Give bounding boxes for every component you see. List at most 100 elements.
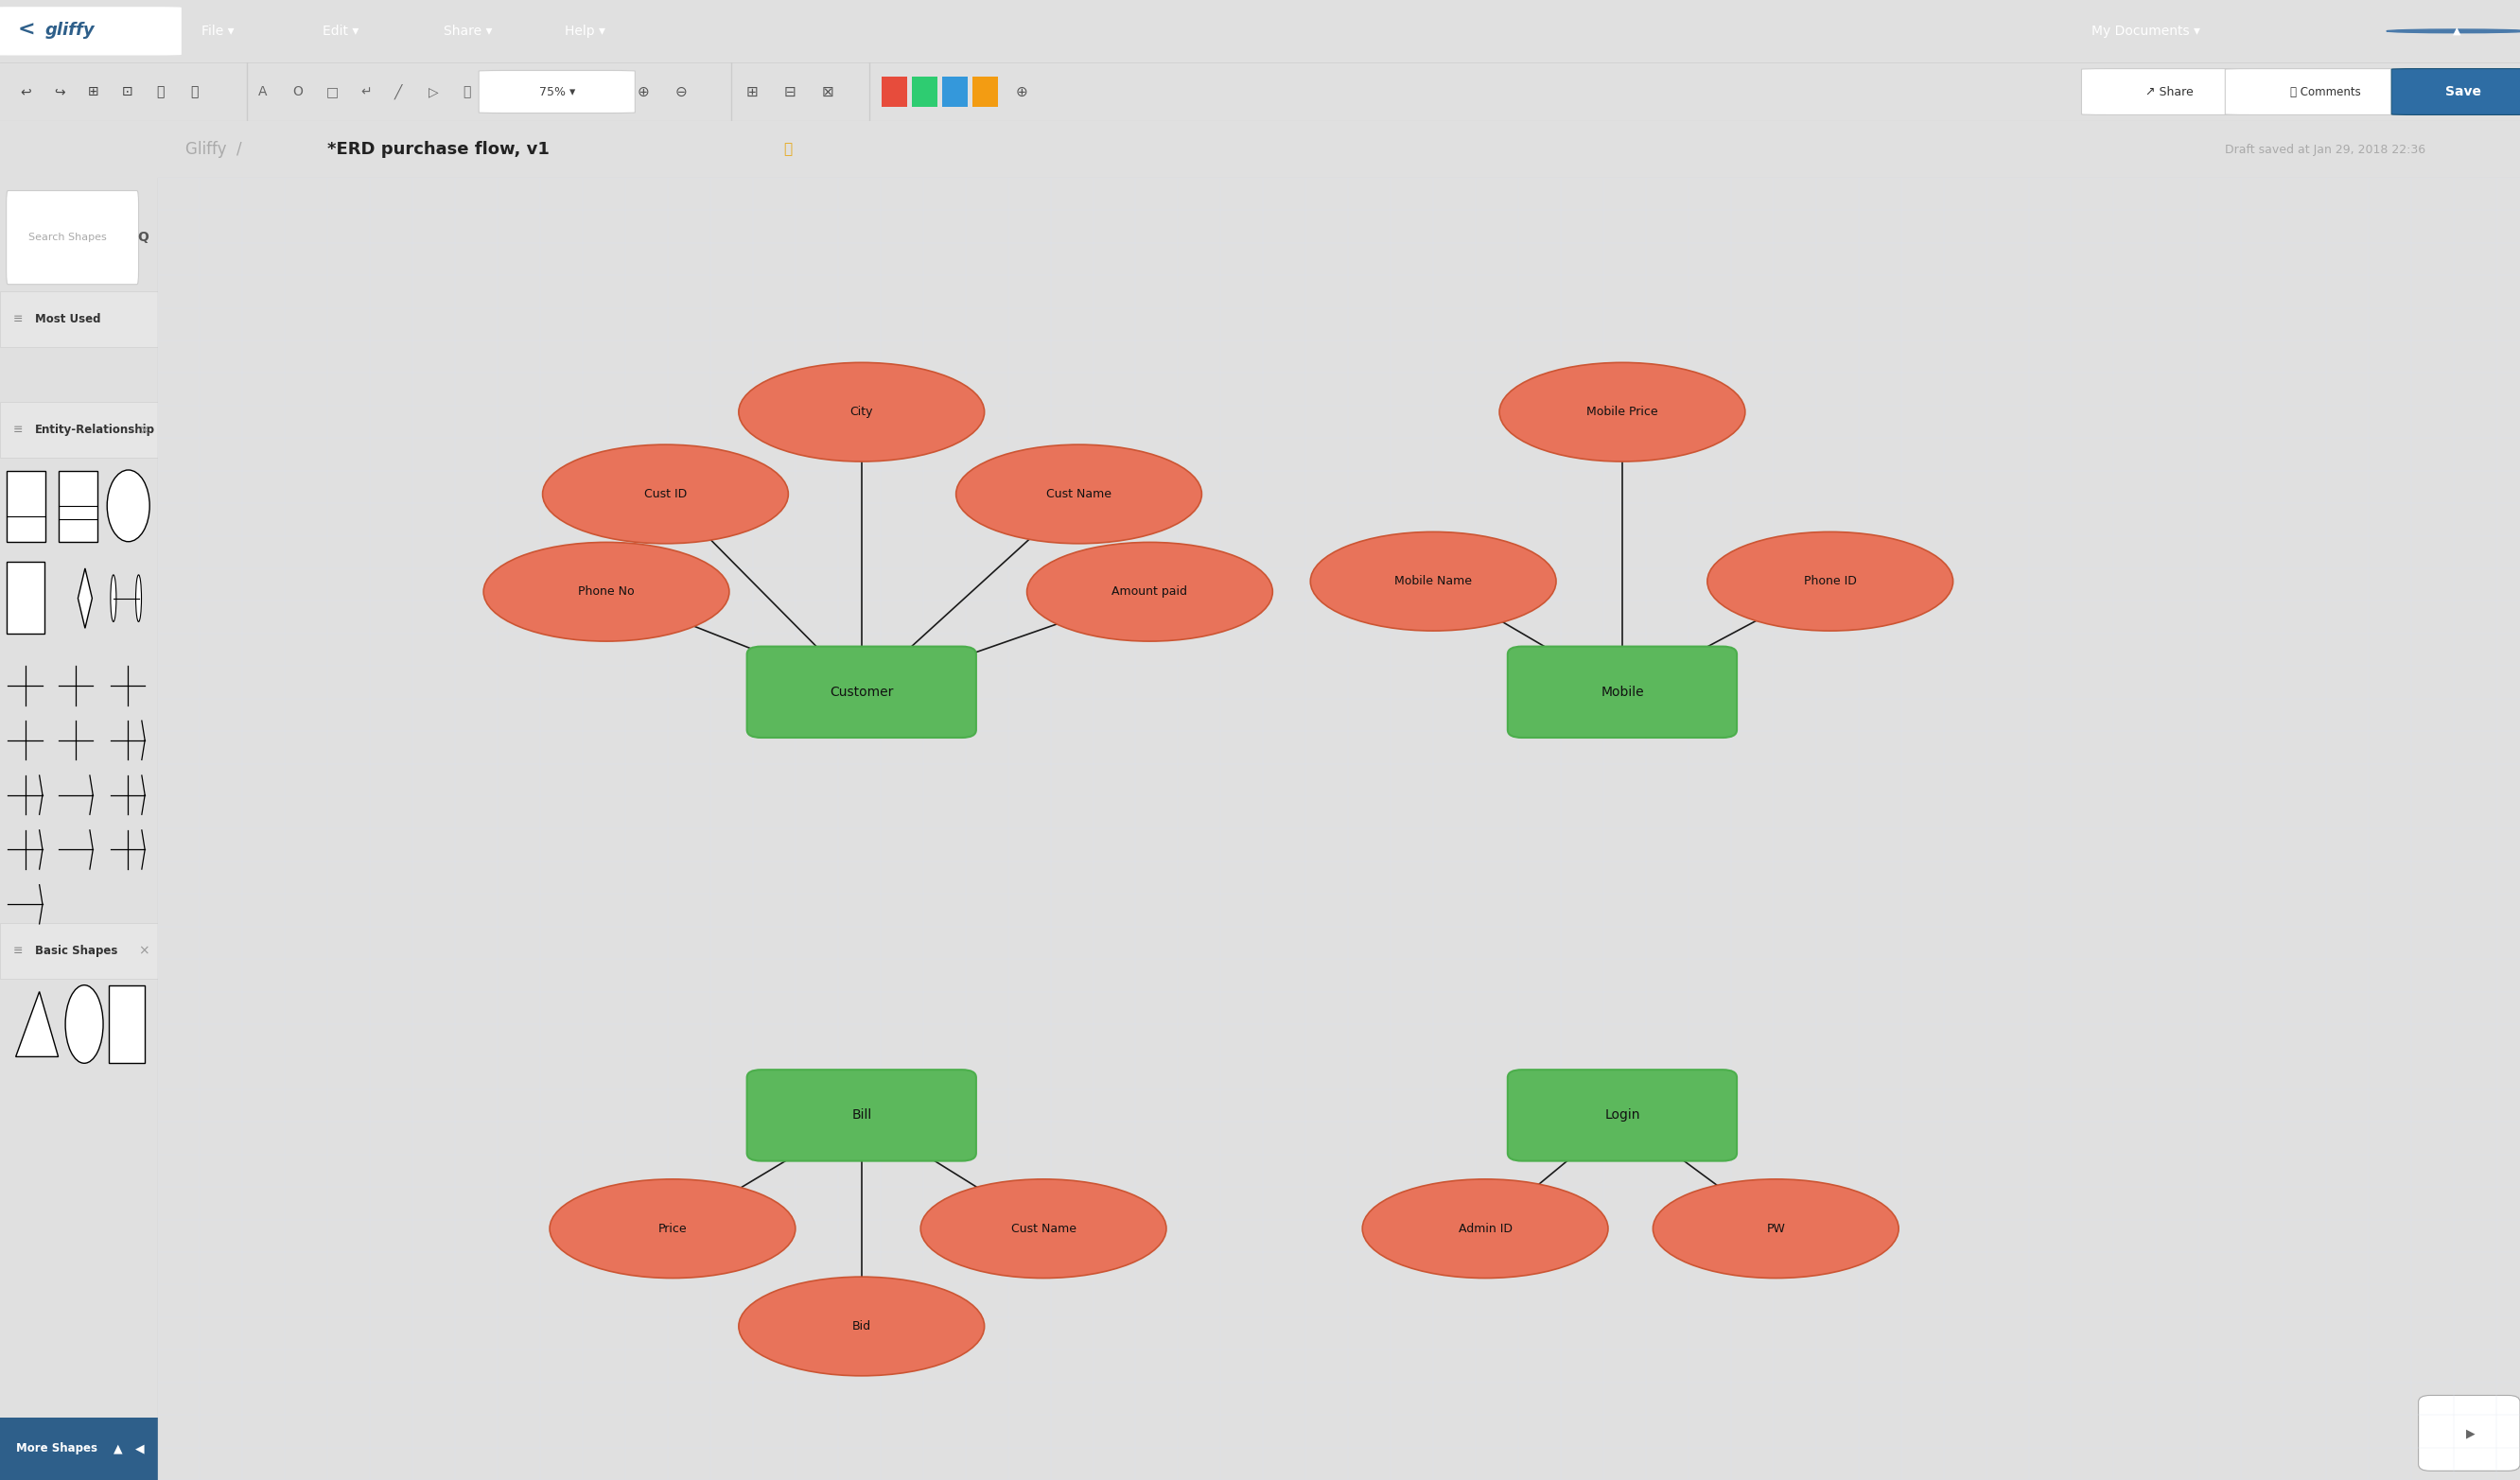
Text: Edit ▾: Edit ▾: [323, 25, 358, 37]
Polygon shape: [78, 568, 93, 628]
Text: 75% ▾: 75% ▾: [539, 86, 575, 98]
Text: Help ▾: Help ▾: [564, 25, 605, 37]
Text: Bid: Bid: [852, 1320, 872, 1332]
FancyBboxPatch shape: [479, 71, 635, 112]
Text: Phone ID: Phone ID: [1804, 576, 1857, 588]
Text: Price: Price: [658, 1222, 688, 1234]
Text: Entity-Relationship: Entity-Relationship: [35, 425, 154, 437]
Text: □: □: [328, 86, 338, 98]
FancyBboxPatch shape: [5, 471, 45, 542]
FancyBboxPatch shape: [0, 401, 156, 457]
Ellipse shape: [1709, 531, 1953, 630]
FancyBboxPatch shape: [746, 1070, 975, 1160]
Ellipse shape: [738, 1277, 985, 1376]
Text: Cust Name: Cust Name: [1011, 1222, 1076, 1234]
FancyBboxPatch shape: [942, 77, 968, 107]
Text: Draft saved at Jan 29, 2018 22:36: Draft saved at Jan 29, 2018 22:36: [2225, 144, 2424, 155]
Text: ⧉: ⧉: [156, 86, 164, 98]
Text: ⊞: ⊞: [746, 84, 759, 99]
Ellipse shape: [1310, 531, 1555, 630]
Ellipse shape: [484, 542, 728, 641]
Text: A: A: [257, 86, 267, 98]
Text: ↪: ↪: [55, 86, 66, 98]
FancyBboxPatch shape: [5, 562, 43, 633]
Text: ↵: ↵: [360, 86, 370, 98]
Text: 🔒: 🔒: [784, 142, 791, 157]
Ellipse shape: [1028, 542, 1273, 641]
Text: Mobile: Mobile: [1600, 685, 1643, 699]
Ellipse shape: [1499, 363, 1744, 462]
FancyBboxPatch shape: [2391, 68, 2520, 115]
Text: Most Used: Most Used: [35, 314, 101, 326]
Text: ⊟: ⊟: [784, 84, 796, 99]
FancyBboxPatch shape: [2419, 1396, 2520, 1471]
Text: ⧈: ⧈: [192, 86, 199, 98]
Text: More Shapes: More Shapes: [15, 1443, 98, 1455]
Ellipse shape: [738, 363, 985, 462]
Text: Login: Login: [1605, 1109, 1641, 1122]
Text: ↩: ↩: [20, 86, 30, 98]
Text: Search Shapes: Search Shapes: [28, 232, 106, 243]
Text: ✋: ✋: [464, 86, 471, 98]
Ellipse shape: [955, 444, 1202, 543]
Ellipse shape: [1363, 1180, 1608, 1279]
Text: Gliffy  /: Gliffy /: [186, 141, 252, 158]
Ellipse shape: [920, 1180, 1167, 1279]
Text: My Documents ▾: My Documents ▾: [2092, 25, 2200, 37]
Text: Amount paid: Amount paid: [1111, 586, 1187, 598]
FancyBboxPatch shape: [0, 7, 181, 55]
FancyBboxPatch shape: [1507, 1070, 1736, 1160]
Text: ⊡: ⊡: [121, 86, 134, 98]
FancyBboxPatch shape: [108, 986, 144, 1063]
Text: Customer: Customer: [829, 685, 895, 699]
Text: ⊠: ⊠: [822, 84, 834, 99]
Text: Bill: Bill: [852, 1109, 872, 1122]
Text: ↗ Share: ↗ Share: [2145, 86, 2195, 98]
Circle shape: [2386, 30, 2520, 33]
Ellipse shape: [1653, 1180, 1898, 1279]
FancyBboxPatch shape: [2225, 68, 2427, 115]
Text: ◀: ◀: [136, 1443, 144, 1455]
Text: Phone No: Phone No: [577, 586, 635, 598]
Text: ▷: ▷: [428, 86, 438, 98]
Text: ▶: ▶: [2467, 1427, 2475, 1439]
FancyBboxPatch shape: [0, 1418, 156, 1480]
Text: O: O: [292, 86, 302, 98]
Text: ⊕: ⊕: [1016, 84, 1028, 99]
Text: ⊖: ⊖: [675, 84, 688, 99]
Text: Cust Name: Cust Name: [1046, 488, 1111, 500]
FancyBboxPatch shape: [0, 292, 156, 346]
Circle shape: [111, 574, 116, 622]
Text: ×: ×: [139, 423, 149, 437]
FancyBboxPatch shape: [882, 77, 907, 107]
Text: Q: Q: [136, 231, 149, 244]
Ellipse shape: [106, 471, 149, 542]
FancyBboxPatch shape: [746, 647, 975, 737]
Text: Basic Shapes: Basic Shapes: [35, 946, 118, 958]
Ellipse shape: [66, 986, 103, 1063]
Text: ⊕: ⊕: [638, 84, 650, 99]
Text: City: City: [849, 406, 872, 419]
FancyBboxPatch shape: [973, 77, 998, 107]
Text: Share ▾: Share ▾: [444, 25, 491, 37]
Ellipse shape: [549, 1180, 796, 1279]
Ellipse shape: [542, 444, 789, 543]
Text: ⊞: ⊞: [88, 86, 98, 98]
Text: Cust ID: Cust ID: [645, 488, 688, 500]
Circle shape: [136, 574, 141, 622]
Polygon shape: [15, 992, 58, 1057]
FancyBboxPatch shape: [5, 191, 139, 284]
Text: *ERD purchase flow, v1: *ERD purchase flow, v1: [328, 141, 549, 158]
Text: Mobile Name: Mobile Name: [1394, 576, 1472, 588]
Text: PW: PW: [1767, 1222, 1784, 1234]
Text: Save: Save: [2444, 86, 2482, 98]
FancyBboxPatch shape: [2082, 68, 2258, 115]
Text: Mobile Price: Mobile Price: [1588, 406, 1658, 419]
Text: Admin ID: Admin ID: [1459, 1222, 1512, 1234]
Text: ▲: ▲: [2452, 27, 2462, 36]
Text: gliffy: gliffy: [45, 21, 96, 38]
Text: ×: ×: [139, 944, 149, 958]
FancyBboxPatch shape: [58, 471, 98, 542]
Text: ≡: ≡: [13, 946, 23, 958]
Text: <: <: [18, 21, 35, 40]
